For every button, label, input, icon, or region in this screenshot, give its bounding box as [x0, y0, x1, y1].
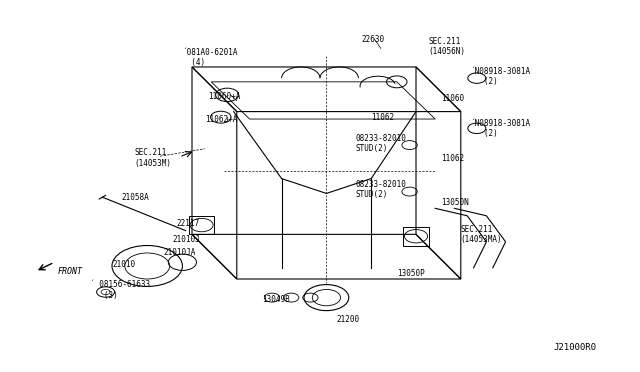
Text: 21010: 21010	[112, 260, 135, 269]
Text: 21010JA: 21010JA	[163, 248, 196, 257]
Text: 11062+A: 11062+A	[205, 115, 237, 124]
Text: 08233-82010
STUD(2): 08233-82010 STUD(2)	[355, 180, 406, 199]
Text: SEC.211
(14053MA): SEC.211 (14053MA)	[461, 225, 502, 244]
Text: 21058A: 21058A	[122, 193, 149, 202]
Text: ´ 08156-61633
   (3): ´ 08156-61633 (3)	[90, 280, 150, 300]
Text: ´N08918-3081A
   (2): ´N08918-3081A (2)	[470, 67, 531, 86]
Text: 11062: 11062	[442, 154, 465, 163]
Text: 13049B: 13049B	[262, 295, 290, 304]
Text: 11062: 11062	[371, 113, 394, 122]
Text: 08233-82010
STUD(2): 08233-82010 STUD(2)	[355, 134, 406, 153]
Text: SEC.211
(14056N): SEC.211 (14056N)	[429, 37, 466, 56]
Text: 11060: 11060	[442, 94, 465, 103]
Text: 11060+A: 11060+A	[208, 92, 241, 101]
Text: 21200: 21200	[336, 315, 359, 324]
Text: FRONT: FRONT	[58, 267, 83, 276]
Text: 22630: 22630	[362, 35, 385, 44]
Text: J21000R0: J21000R0	[554, 343, 596, 352]
Text: ´N08918-3081A
   (2): ´N08918-3081A (2)	[470, 119, 531, 138]
Text: 22117: 22117	[176, 219, 199, 228]
Text: 13050N: 13050N	[442, 198, 469, 207]
Text: SEC.211
(14053M): SEC.211 (14053M)	[134, 148, 172, 168]
Text: ´081A0-6201A
  (4): ´081A0-6201A (4)	[182, 48, 238, 67]
Text: 13050P: 13050P	[397, 269, 424, 278]
Text: 21010J: 21010J	[173, 235, 200, 244]
